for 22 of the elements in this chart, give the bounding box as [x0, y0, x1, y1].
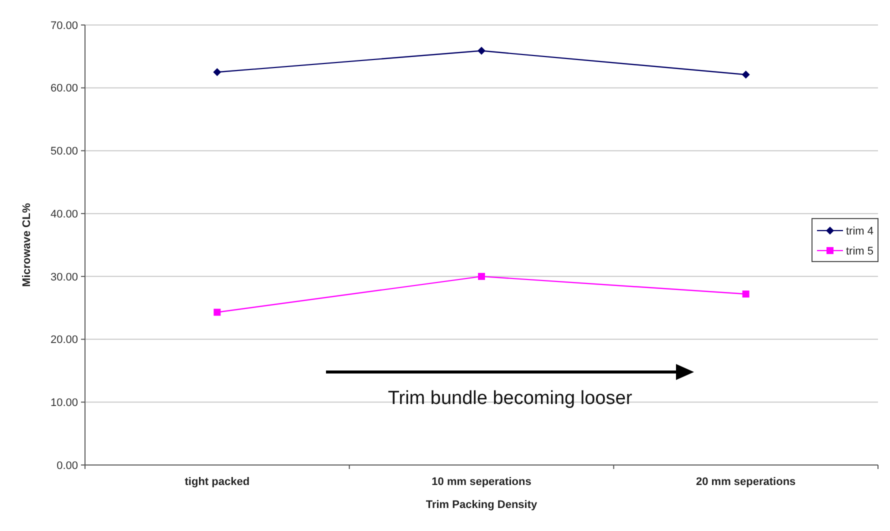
y-tick-label: 0.00	[56, 460, 78, 472]
point	[478, 272, 485, 280]
x-tick-label: 20 mm seperations	[696, 476, 796, 488]
point	[213, 68, 222, 76]
point	[742, 70, 750, 79]
point	[214, 308, 221, 316]
x-tick-label: 10 mm seperations	[432, 476, 532, 488]
y-tick-label: 30.00	[50, 271, 78, 284]
y-tick-label: 10.00	[50, 396, 78, 409]
y-tick-label: 70.00	[50, 20, 78, 32]
point	[742, 290, 750, 298]
legend-label: trim 4	[846, 225, 874, 238]
y-tick-label: 50.00	[50, 146, 78, 158]
x-axis-title: Trim Packing Density	[426, 499, 538, 511]
point	[478, 46, 486, 55]
y-tick-label: 60.00	[50, 82, 78, 95]
x-tick-label: tight packed	[184, 476, 250, 488]
y-axis-title: Microwave CL%	[21, 202, 33, 287]
y-tick-label: 20.00	[50, 334, 78, 346]
y-tick-label: 40.00	[50, 208, 78, 220]
annotation: Trim bundle becoming looser	[388, 388, 633, 409]
legend-label: trim 5	[846, 245, 874, 258]
